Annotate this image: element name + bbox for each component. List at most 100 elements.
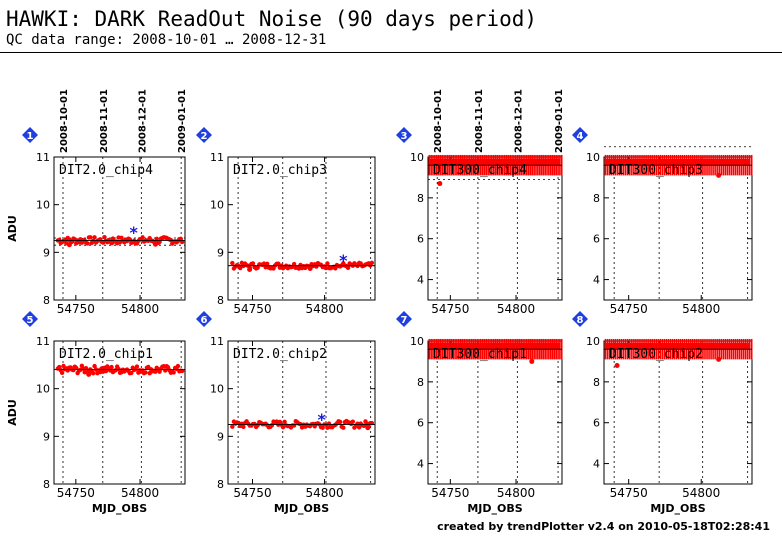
y-tick-label: 6 (593, 417, 600, 430)
data-point (102, 234, 107, 240)
x-axis-title: MJD_OBS (650, 502, 705, 515)
y-tick-label: 9 (217, 430, 224, 443)
data-point (265, 261, 270, 266)
x-tick-label: 54800 (682, 302, 720, 316)
data-point (154, 236, 159, 241)
data-point (325, 261, 330, 266)
y-tick-label: 8 (217, 478, 224, 491)
y-tick-label: 11 (210, 151, 224, 164)
data-point (606, 158, 750, 165)
data-point (92, 363, 97, 369)
panel-label: DIT2.0_chip4 (59, 163, 153, 178)
x-axis-title: MJD_OBS (467, 502, 522, 515)
date-tick-label: 2008-10-01 (433, 89, 444, 153)
y-tick-label: 4 (593, 274, 600, 287)
y-tick-label: 11 (36, 151, 50, 164)
data-point (291, 261, 297, 267)
y-tick-label: 8 (43, 294, 50, 307)
data-point (134, 364, 140, 369)
x-tick-label: 54800 (305, 486, 343, 500)
panel-number-badge (196, 311, 212, 327)
y-tick-label: 10 (210, 383, 224, 396)
y-tick-label: 11 (36, 335, 50, 348)
plot-frame (53, 156, 186, 301)
date-tick-label: 2008-10-01 (59, 89, 70, 153)
date-tick-label: 2008-12-01 (137, 89, 148, 153)
panel-1: 8 9 10 11 54750 54800 2008-10-01 2008-11-01 2008… (6, 89, 188, 316)
data-point (90, 371, 96, 376)
title-divider (0, 52, 782, 53)
panel-6: 8 9 10 11 54750 54800 * DIT2.0_chip2 6 MJD_OBS (196, 311, 376, 515)
data-point (116, 366, 121, 372)
x-tick-label: 54800 (497, 302, 535, 316)
y-axis-title: ADU (6, 215, 19, 242)
x-tick-label: 54750 (431, 486, 469, 500)
panel-number-badge (572, 311, 588, 327)
y-tick-label: 8 (217, 294, 224, 307)
data-point (85, 241, 90, 246)
x-tick-label: 54800 (497, 486, 535, 500)
data-point (323, 265, 329, 271)
panel-number: 5 (27, 315, 34, 326)
data-point (333, 266, 338, 271)
data-point (179, 239, 185, 245)
data-point (230, 260, 235, 266)
panel-number: 2 (201, 131, 208, 142)
y-tick-label: 11 (210, 335, 224, 348)
x-tick-label: 54800 (682, 486, 720, 500)
panel-number-badge (22, 127, 38, 143)
panel-number: 4 (577, 131, 584, 142)
panel-number: 3 (401, 131, 408, 142)
data-point (109, 240, 115, 246)
plot-frame (53, 340, 186, 485)
y-tick-label: 10 (210, 199, 224, 212)
data-point (250, 261, 256, 266)
data-point (263, 265, 268, 270)
x-tick-label: 54750 (233, 302, 271, 316)
data-point (238, 265, 243, 271)
data-point (109, 364, 114, 370)
data-point (241, 424, 246, 430)
y-tick-label: 10 (36, 383, 50, 396)
x-tick-label: 54800 (121, 486, 159, 500)
data-point (143, 370, 148, 375)
data-point (92, 235, 97, 240)
page-title: HAWKI: DARK ReadOut Noise (90 days perio… (6, 7, 538, 31)
panel-number-badge (196, 127, 212, 143)
data-point (716, 172, 722, 178)
data-point (66, 242, 72, 248)
y-tick-label: 10 (410, 335, 424, 348)
data-point (276, 261, 281, 266)
y-tick-label: 8 (417, 192, 424, 205)
latest-point-star: * (339, 251, 348, 270)
data-point (88, 235, 93, 240)
y-tick-label: 8 (593, 192, 600, 205)
panel-number-badge (396, 127, 412, 143)
data-point (247, 266, 253, 272)
data-point (365, 425, 371, 431)
y-tick-label: 4 (593, 458, 600, 471)
y-tick-label: 8 (593, 376, 600, 389)
data-point (74, 365, 79, 371)
page-subtitle: QC data range: 2008-10-01 … 2008-12-31 (6, 32, 327, 48)
data-point (350, 419, 356, 424)
x-tick-label: 54750 (431, 302, 469, 316)
y-tick-label: 6 (417, 233, 424, 246)
panel-label: DIT300_chip3 (609, 163, 703, 178)
x-axis-title: MJD_OBS (92, 502, 147, 515)
plot-frame (603, 340, 753, 485)
y-tick-label: 9 (217, 246, 224, 259)
data-point (606, 342, 750, 349)
panel-7: 4 6 8 10 54750 54800 DIT300_chip1 7 MJD_OBS (396, 311, 563, 515)
x-tick-label: 54750 (233, 486, 271, 500)
data-point (320, 425, 325, 430)
y-tick-label: 4 (417, 458, 424, 471)
data-point (437, 181, 443, 187)
panel-4: 4 6 8 10 54750 54800 DIT300_chip3 4 (572, 127, 753, 316)
y-axis-title: ADU (6, 399, 19, 426)
y-tick-label: 8 (43, 478, 50, 491)
panel-label: DIT300_chip1 (433, 347, 527, 362)
data-point (86, 371, 92, 377)
